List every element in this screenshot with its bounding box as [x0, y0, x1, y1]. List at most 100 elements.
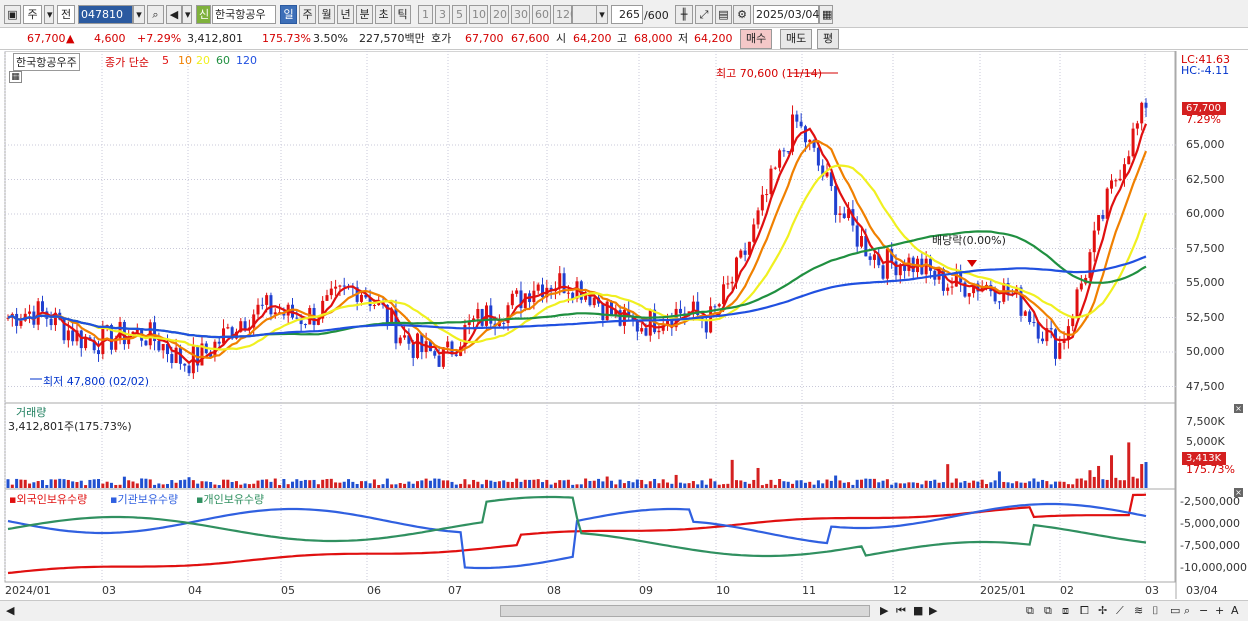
period-button-일[interactable]: 일 [280, 5, 297, 24]
holding-legend-2: ▪개인보유수량 [196, 493, 265, 506]
speaker-icon[interactable]: ◀ [166, 5, 182, 24]
x-axis-label: 02 [1060, 584, 1074, 597]
candle-body [661, 325, 665, 331]
stop-icon[interactable]: ■ [913, 604, 924, 617]
layout2-icon[interactable]: ⧉ [1044, 604, 1052, 617]
crosshair-icon[interactable]: ✢ [1098, 604, 1108, 617]
new-tag: 신 [196, 5, 211, 24]
interval-button-3[interactable]: 3 [435, 5, 450, 24]
volume-bar [980, 479, 984, 488]
volume-bar [497, 481, 501, 488]
volume-bar [808, 481, 812, 488]
candle-body [717, 304, 721, 307]
text-tool-icon[interactable]: ⌷ [1152, 604, 1159, 617]
play-icon[interactable]: ▶ [929, 604, 938, 617]
interval-button-10[interactable]: 10 [469, 5, 488, 24]
candle-body [1032, 322, 1036, 324]
candle-body [1045, 328, 1049, 342]
volume-bar [377, 484, 381, 488]
chart-area[interactable]: 한국항공우주 종가 단순 5 10 20 60 120 ▦ LC:41.63 HC:-4… [0, 51, 1248, 621]
date-input[interactable]: 2025/03/04 [753, 5, 819, 24]
volume-bar [946, 464, 950, 488]
search-icon[interactable]: ⌕ [147, 5, 164, 24]
count-total: /600 [644, 9, 669, 22]
font-size-icon[interactable]: A [1231, 604, 1239, 617]
buy-button[interactable]: 매수 [740, 29, 773, 49]
save-icon[interactable]: ▤ [715, 5, 732, 24]
candle-body [92, 340, 96, 351]
stock-code-input[interactable]: 047810 [78, 5, 133, 24]
candle-body [19, 320, 23, 326]
period-button-주[interactable]: 주 [299, 5, 316, 24]
sell-button[interactable]: 매도 [780, 29, 813, 49]
candle-body [778, 150, 782, 168]
zoom-out-icon[interactable]: − [1199, 604, 1209, 617]
candle-body [963, 282, 967, 297]
scrollbar-thumb[interactable] [500, 605, 870, 617]
volume-bar [153, 484, 157, 488]
layout-icon[interactable]: ⧉ [1026, 604, 1034, 617]
code-dropdown-icon[interactable]: ▾ [133, 5, 145, 24]
stock-label[interactable]: 한국항공우주 [13, 53, 80, 71]
fib-tool-icon[interactable]: ≋ [1134, 604, 1144, 617]
interval-button-20[interactable]: 20 [490, 5, 509, 24]
rewind-icon[interactable]: ⏮ [896, 604, 906, 617]
candle-body [230, 327, 234, 339]
volume-bar [558, 480, 562, 488]
interval-button-30[interactable]: 30 [511, 5, 530, 24]
line-tool-icon[interactable]: ⟋ [1116, 604, 1124, 617]
interval-button-5[interactable]: 5 [452, 5, 467, 24]
volume-bar [778, 478, 782, 488]
volume-bar [463, 479, 467, 488]
grid-table-icon[interactable]: ▦ [9, 71, 22, 83]
period-button-분[interactable]: 분 [356, 5, 373, 24]
volume-panel-close-icon[interactable]: × [1234, 404, 1243, 413]
candle-body [1127, 156, 1131, 165]
volume-bar [1127, 442, 1131, 488]
volume-percent: 175.73% [262, 32, 311, 45]
period-button-월[interactable]: 월 [318, 5, 335, 24]
interval-button-120[interactable]: 120 [553, 5, 577, 24]
period-dropdown-icon[interactable]: ▾ [596, 5, 608, 24]
chart-svg[interactable] [0, 51, 1248, 621]
volume-bar [502, 480, 506, 488]
settings-gear-icon[interactable]: ⚙ [733, 5, 751, 24]
volume-bar [204, 481, 208, 488]
candle-body [1053, 329, 1057, 359]
interval-button-1[interactable]: 1 [418, 5, 433, 24]
candle-body [782, 150, 786, 152]
speaker-dropdown-icon[interactable]: ▾ [182, 5, 192, 24]
type-dropdown-icon[interactable]: ▾ [44, 5, 54, 24]
candle-type-icon[interactable]: ╫ [675, 5, 693, 24]
draw-tool-icon[interactable]: ⤢ [695, 5, 713, 24]
count-input[interactable]: 265 [611, 5, 643, 24]
prev-button[interactable]: 전 [57, 5, 75, 24]
box-tool-icon[interactable]: ▭ [1170, 604, 1181, 617]
volume-bar [127, 480, 131, 488]
volume-bar [1049, 484, 1053, 488]
candle-body [75, 330, 79, 342]
period-button-년[interactable]: 년 [337, 5, 354, 24]
type-select[interactable]: 주 [23, 5, 42, 24]
volume-bar [45, 484, 49, 488]
interval-button-60[interactable]: 60 [532, 5, 551, 24]
screen-icon[interactable]: ▣ [4, 5, 21, 24]
period-button-틱[interactable]: 틱 [394, 5, 411, 24]
period-button-초[interactable]: 초 [375, 5, 392, 24]
candle-body [79, 330, 83, 349]
candle-body [808, 139, 812, 143]
scroll-right-icon[interactable]: ▶ [880, 604, 889, 617]
candle-body [773, 167, 777, 169]
zoom-in-icon[interactable]: + [1215, 604, 1225, 617]
layout3-icon[interactable]: ⧈ [1062, 604, 1069, 617]
flat-button[interactable]: 평 [817, 29, 840, 49]
chart-type-icon[interactable]: ⧠ [1080, 604, 1089, 617]
holding-panel-close-icon[interactable]: × [1234, 488, 1243, 497]
zoom-icon[interactable]: ⌕ [1184, 604, 1191, 617]
scroll-left-icon[interactable]: ◀ [6, 604, 15, 617]
candle-body [420, 333, 424, 353]
calendar-icon[interactable]: ▦ [819, 5, 833, 24]
volume-bar [855, 479, 859, 488]
volume-bar [765, 483, 769, 488]
price-tick-50000: 50,000 [1186, 345, 1225, 358]
